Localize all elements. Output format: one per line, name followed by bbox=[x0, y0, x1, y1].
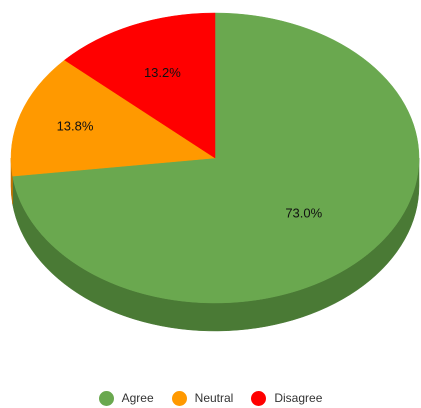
pie-top-group bbox=[10, 12, 420, 304]
legend-item-disagree: Disagree bbox=[251, 390, 323, 406]
legend-swatch-neutral bbox=[171, 390, 187, 406]
data-label-disagree: 13.2% bbox=[144, 65, 181, 80]
pie-slice-agree bbox=[12, 12, 420, 304]
legend-item-agree: Agree bbox=[98, 390, 154, 406]
legend: Agree Neutral Disagree bbox=[0, 388, 421, 408]
legend-label-neutral: Neutral bbox=[194, 391, 234, 405]
legend-swatch-agree bbox=[98, 390, 114, 406]
pie-slice-disagree bbox=[64, 12, 216, 159]
legend-item-neutral: Neutral bbox=[171, 390, 234, 406]
pie-label-group: 73.0% 13.8% 13.2% bbox=[57, 65, 323, 221]
data-label-agree: 73.0% bbox=[285, 206, 322, 221]
legend-label-disagree: Disagree bbox=[274, 391, 323, 405]
pie-slice-neutral bbox=[10, 59, 216, 177]
legend-swatch-disagree bbox=[251, 390, 267, 406]
legend-label-agree: Agree bbox=[121, 391, 154, 405]
data-label-neutral: 13.8% bbox=[57, 118, 94, 133]
